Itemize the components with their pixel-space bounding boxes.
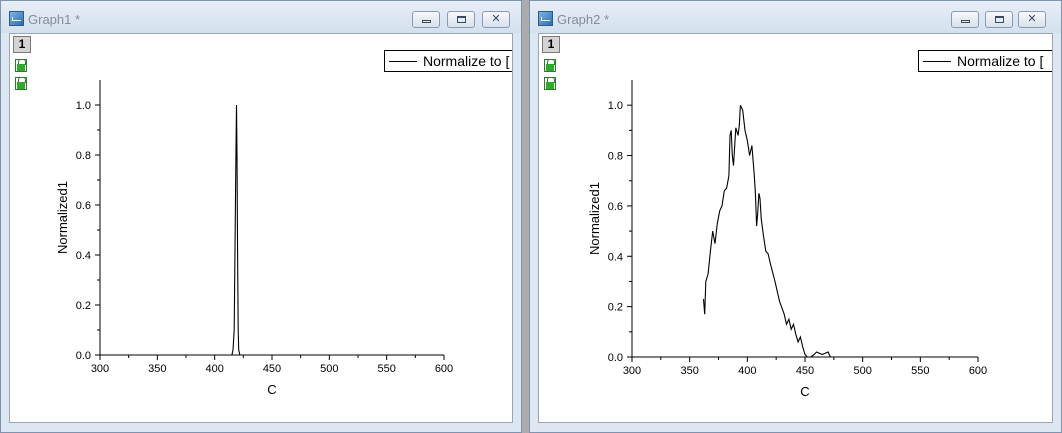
y-tick-label: 0.8 [76,150,91,162]
x-tick-label: 300 [623,365,641,377]
graph1-page[interactable]: 1 0.0 0.2 0.4 0.6 0.8 1.0 300 350 400 450 500 550 60… [9,33,513,423]
graph1-window[interactable]: Graph1 * ✕ 1 0.0 0.2 0.4 0.6 0.8 1.0 300 350 400… [0,0,522,433]
x-tick-label: 450 [263,363,281,375]
x-tick-label: 350 [148,363,166,375]
close-button[interactable]: ✕ [482,11,510,28]
graph2-page[interactable]: 1 0.0 0.2 0.4 0.6 0.8 1.0 300 350 400 450 500 550 60… [538,33,1053,423]
x-tick-label: 500 [853,365,871,377]
x-tick-label: 500 [320,363,338,375]
graph2-title-bar[interactable]: Graph2 * ✕ [530,1,1061,33]
x-tick-label: 400 [738,365,756,377]
x-tick-label: 450 [796,365,814,377]
y-tick-label: 1.0 [76,100,91,112]
layer-tab-1[interactable]: 1 [542,36,560,53]
graph-window-icon[interactable] [538,11,553,26]
graph2-plot[interactable]: 0.0 0.2 0.4 0.6 0.8 1.0 300 350 400 450 500 550 600 C… [539,34,1053,423]
graph1-title-bar[interactable]: Graph1 * ✕ [1,1,521,33]
y-tick-label: 0.6 [608,201,623,213]
x-tick-label: 550 [911,365,929,377]
y-axis-label: Normalized1 [587,182,602,255]
graph1-legend[interactable]: Normalize to [ [384,50,512,72]
legend-text: Normalize to [ [423,53,510,69]
close-icon: ✕ [1027,13,1037,25]
y-tick-label: 0.2 [608,302,623,314]
lock-icon[interactable] [544,77,556,90]
x-axis-label: C [267,382,276,397]
restore-icon [986,12,1012,27]
y-tick-label: 0.4 [608,251,623,263]
close-icon: ✕ [491,13,501,25]
graph1-plot[interactable]: 0.0 0.2 0.4 0.6 0.8 1.0 300 350 400 450 500 550 600 C… [10,34,513,423]
x-tick-label: 600 [969,365,987,377]
restore-button[interactable] [447,11,475,28]
y-tick-label: 0.6 [76,200,91,212]
minimize-button[interactable] [951,11,979,28]
legend-line-swatch [389,61,417,62]
graph1-window-title: Graph1 * [28,12,81,27]
lock-icon[interactable] [544,59,556,72]
y-tick-label: 0.0 [76,350,91,362]
graph1-series-line [231,104,241,356]
restore-icon [448,12,474,27]
y-tick-label: 0.0 [608,352,623,364]
minimize-icon [952,12,978,27]
graph2-window[interactable]: Graph2 * ✕ 1 0.0 0.2 0.4 0.6 0.8 1.0 300 350 400… [529,0,1062,433]
x-tick-label: 550 [377,363,395,375]
graph2-legend[interactable]: Normalize to [ [918,50,1052,72]
graph2-series-line [702,104,978,358]
x-tick-label: 600 [435,363,453,375]
x-tick-label: 350 [680,365,698,377]
layer-tab-1[interactable]: 1 [13,36,31,53]
legend-line-swatch [923,61,951,62]
lock-icon[interactable] [15,77,27,90]
x-axis-label: C [800,384,809,399]
y-tick-label: 0.4 [76,250,91,262]
x-tick-label: 300 [91,363,109,375]
restore-button[interactable] [985,11,1013,28]
minimize-icon [413,12,439,27]
legend-text: Normalize to [ [957,53,1044,69]
y-axis-label: Normalized1 [55,181,70,254]
graph-window-icon[interactable] [9,11,24,26]
y-tick-label: 1.0 [608,100,623,112]
minimize-button[interactable] [412,11,440,28]
y-tick-label: 0.8 [608,151,623,163]
y-tick-label: 0.2 [76,300,91,312]
graph2-window-title: Graph2 * [557,12,610,27]
close-button[interactable]: ✕ [1018,11,1046,28]
lock-icon[interactable] [15,59,27,72]
x-tick-label: 400 [205,363,223,375]
